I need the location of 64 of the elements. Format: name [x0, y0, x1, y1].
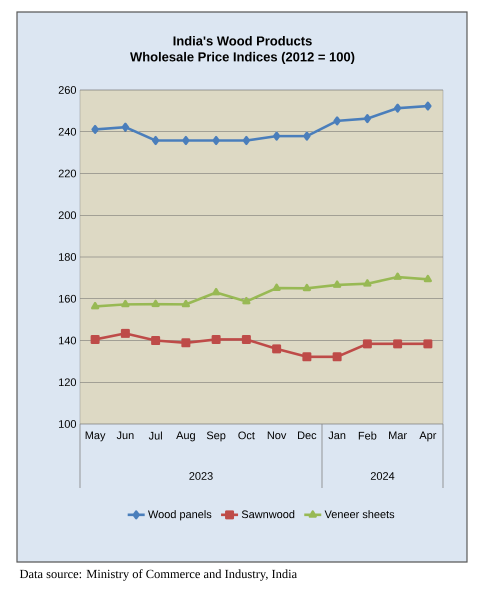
point — [212, 334, 221, 344]
point — [212, 288, 220, 296]
y-tick-label: 160 — [59, 294, 76, 303]
point — [242, 296, 250, 304]
point — [91, 302, 100, 310]
y-tick-label: 260 — [58, 86, 76, 94]
point — [424, 274, 432, 282]
x-tick-label: May — [86, 432, 106, 442]
point — [152, 136, 160, 146]
point — [364, 114, 372, 124]
x-tick-label: Sep — [206, 432, 226, 442]
legend-label: Sawnwood — [242, 510, 294, 518]
point — [272, 344, 282, 354]
point — [394, 104, 402, 113]
text: 2023 — [189, 472, 213, 480]
y-tick-label: 200 — [58, 211, 76, 220]
y-tick-label: 140 — [59, 336, 76, 344]
point — [302, 352, 312, 362]
legend-label: Veneer sheets — [324, 510, 394, 518]
chart-title: India's Wood Products Wholesale Price Indices (2012 = 100) — [130, 36, 354, 64]
x-tick-label: Oct — [238, 432, 255, 440]
x-tick-label: Apr — [419, 432, 436, 442]
point — [332, 352, 342, 362]
y-tick-label: 100 — [59, 420, 76, 428]
point — [394, 272, 402, 280]
text: 2024 — [370, 472, 394, 480]
y-tick-label: 220 — [58, 170, 76, 178]
x-tick-label: Aug — [176, 432, 195, 442]
point — [120, 328, 130, 338]
y-tick-label: 180 — [59, 253, 76, 261]
x-tick-label: Feb — [358, 432, 376, 440]
point — [212, 136, 220, 146]
point — [90, 334, 100, 344]
source-note: Data source: Ministry of Commerce and Industry, India — [20, 569, 297, 581]
point — [182, 300, 190, 308]
point — [182, 136, 190, 146]
x-tick-label: Jan — [328, 432, 346, 440]
x-tick-label: Jul — [148, 432, 162, 440]
point — [362, 339, 372, 348]
point — [424, 102, 432, 111]
y-tick-label: 120 — [59, 378, 76, 386]
point — [333, 280, 342, 288]
point — [303, 132, 311, 141]
point — [393, 339, 402, 348]
x-tick-label: Nov — [268, 432, 286, 440]
point — [272, 132, 280, 141]
point — [151, 336, 160, 345]
point — [121, 300, 130, 308]
point — [363, 279, 372, 287]
x-tick-label: Jun — [116, 432, 134, 440]
point — [333, 116, 341, 126]
point — [91, 124, 99, 134]
point — [122, 122, 130, 132]
x-tick-label: Mar — [389, 432, 407, 440]
point — [272, 284, 281, 291]
point — [152, 300, 160, 308]
point — [423, 339, 432, 348]
legend-label: Wood panels — [148, 510, 212, 520]
point — [242, 334, 251, 344]
point — [242, 136, 250, 146]
point — [302, 284, 311, 292]
x-tick-label: Dec — [298, 432, 316, 440]
point — [181, 338, 190, 348]
y-tick-label: 240 — [58, 128, 76, 136]
